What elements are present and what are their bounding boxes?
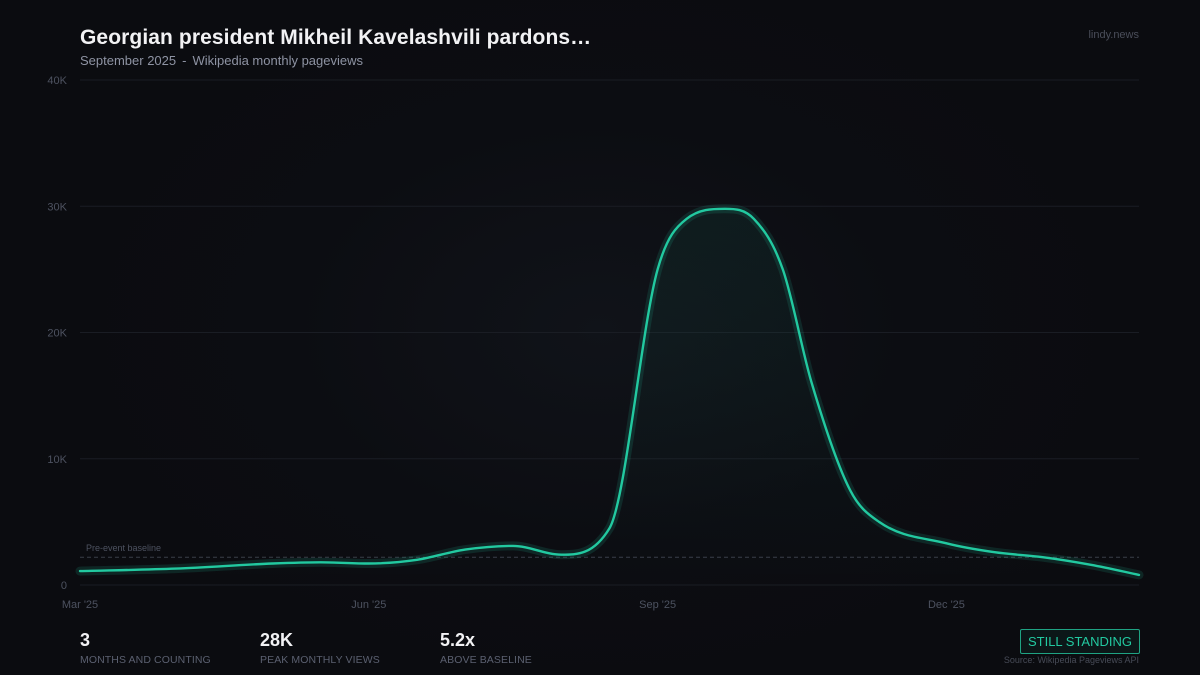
source-note: Source: Wikipedia Pageviews API — [1003, 655, 1139, 665]
status-badge: STILL STANDING — [1019, 629, 1140, 654]
y-tick-label: 0 — [61, 580, 67, 592]
subtitle-metric: Wikipedia monthly pageviews — [192, 53, 363, 68]
chart-subtitle: September 2025- Wikipedia monthly pagevie… — [80, 53, 363, 68]
stat-baseline-ratio-value: 5.2x — [440, 630, 476, 650]
series-line — [78, 207, 1141, 577]
y-tick-label: 40K — [47, 75, 67, 87]
baseline-label: Pre-event baseline — [86, 543, 161, 553]
stat-baseline-ratio: 5.2x ABOVE BASELINE — [440, 630, 532, 666]
chart-title: Georgian president Mikheil Kavelashvili … — [80, 26, 592, 49]
stat-peak: 28K PEAK MONTHLY VIEWS — [260, 630, 380, 666]
y-tick-label: 20K — [47, 328, 67, 340]
stat-peak-value: 28K — [260, 630, 294, 650]
subtitle-separator: - — [182, 53, 187, 68]
series-glow — [75, 204, 1144, 580]
y-tick-label: 30K — [47, 201, 67, 213]
x-tick-label: Sep '25 — [639, 599, 676, 611]
subtitle-date: September 2025 — [80, 53, 177, 68]
stat-baseline-ratio-label: ABOVE BASELINE — [440, 654, 532, 666]
stat-months-value: 3 — [80, 630, 91, 650]
brand-link[interactable]: lindy.news — [1088, 29, 1139, 41]
stat-months-label: MONTHS AND COUNTING — [80, 654, 211, 666]
x-tick-label: Dec '25 — [928, 599, 965, 611]
y-tick-label: 10K — [47, 454, 67, 466]
stat-peak-label: PEAK MONTHLY VIEWS — [260, 654, 380, 666]
x-tick-label: Jun '25 — [351, 599, 386, 611]
x-tick-label: Mar '25 — [62, 599, 98, 611]
stat-months: 3 MONTHS AND COUNTING — [80, 630, 211, 666]
